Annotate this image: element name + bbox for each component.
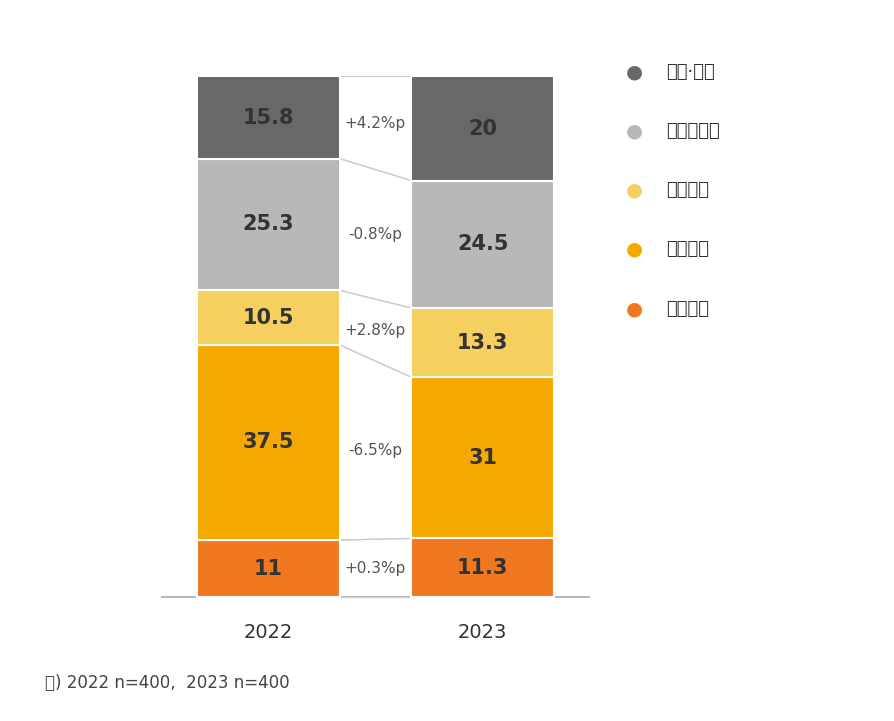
Text: 20: 20	[468, 118, 497, 138]
Text: 주) 2022 n=400,  2023 n=400: 주) 2022 n=400, 2023 n=400	[45, 674, 290, 692]
Bar	[411, 377, 554, 539]
Text: -6.5%p: -6.5%p	[349, 443, 402, 458]
Text: 근로소득: 근로소득	[666, 300, 709, 317]
Text: ●: ●	[626, 63, 644, 81]
Bar	[197, 345, 340, 540]
Text: +4.2%p: +4.2%p	[345, 115, 406, 131]
Bar	[197, 540, 340, 597]
Text: ●: ●	[626, 181, 644, 200]
Text: 31: 31	[468, 448, 497, 468]
Bar	[411, 308, 554, 377]
Text: 상속·증여: 상속·증여	[666, 63, 715, 81]
Text: 24.5: 24.5	[457, 234, 509, 255]
Text: 금융투자: 금융투자	[666, 182, 709, 199]
Bar	[197, 291, 340, 345]
Bar	[411, 539, 554, 597]
Text: ●: ●	[626, 299, 644, 318]
Text: +2.8%p: +2.8%p	[345, 322, 406, 337]
Bar	[197, 76, 340, 159]
Text: 10.5: 10.5	[242, 308, 294, 327]
Text: 37.5: 37.5	[242, 433, 294, 453]
Bar	[411, 180, 554, 308]
Text: ●: ●	[626, 122, 644, 141]
Bar	[197, 159, 340, 291]
Text: ●: ●	[626, 240, 644, 259]
Text: -0.8%p: -0.8%p	[349, 227, 402, 242]
Text: 사업소득: 사업소득	[666, 241, 709, 258]
Bar	[411, 76, 554, 180]
Text: +0.3%p: +0.3%p	[345, 561, 406, 576]
Text: 11: 11	[254, 559, 283, 579]
Text: 부동산투자: 부동산투자	[666, 123, 720, 140]
Text: 11.3: 11.3	[457, 558, 509, 578]
Text: 25.3: 25.3	[242, 214, 294, 234]
Text: 13.3: 13.3	[457, 332, 509, 353]
Text: 15.8: 15.8	[242, 107, 294, 128]
